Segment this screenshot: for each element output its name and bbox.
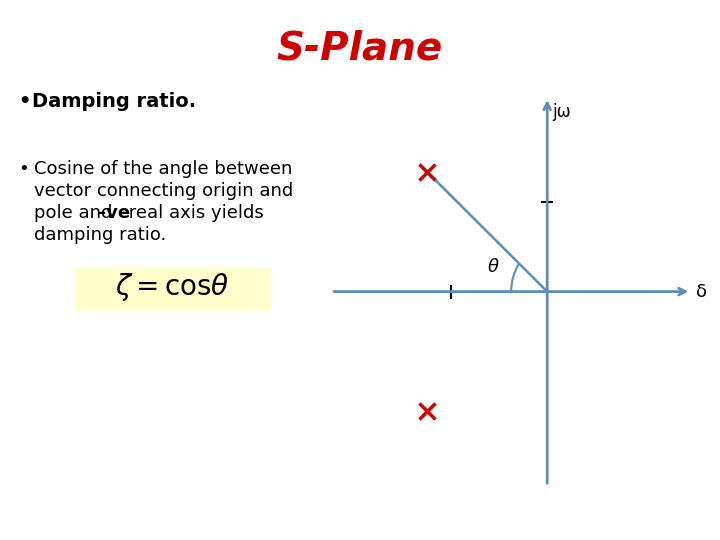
Text: $\theta$: $\theta$ — [487, 258, 500, 276]
Text: real axis yields: real axis yields — [123, 204, 264, 222]
Text: Damping ratio.: Damping ratio. — [32, 92, 196, 111]
Text: $\zeta = \mathrm{cos}\theta$: $\zeta = \mathrm{cos}\theta$ — [115, 271, 230, 303]
Text: •: • — [18, 160, 29, 178]
Text: vector connecting origin and: vector connecting origin and — [34, 182, 293, 200]
Text: Cosine of the angle between: Cosine of the angle between — [34, 160, 292, 178]
Bar — [75, 268, 270, 310]
Text: δ: δ — [696, 282, 707, 301]
Text: pole and: pole and — [34, 204, 118, 222]
Text: damping ratio.: damping ratio. — [34, 226, 166, 244]
Text: jω: jω — [552, 103, 571, 121]
Text: S-Plane: S-Plane — [277, 30, 443, 68]
Text: •: • — [18, 92, 30, 111]
Text: –ve: –ve — [97, 204, 130, 222]
